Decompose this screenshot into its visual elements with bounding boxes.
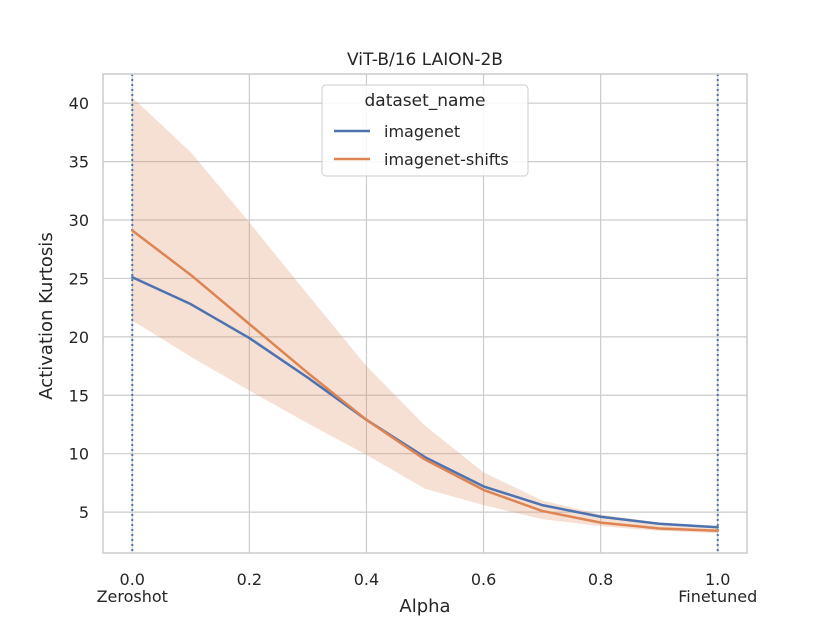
y-tick-label: 15	[69, 386, 89, 405]
legend: dataset_name imagenet imagenet-shifts	[322, 85, 528, 176]
x-tick-label: 0.6	[471, 570, 496, 589]
y-tick-label: 5	[79, 503, 89, 522]
y-tick-label: 30	[69, 211, 89, 230]
x-ticks: 0.0 0.2 0.4 0.6 0.8 1.0	[120, 570, 731, 589]
legend-title: dataset_name	[365, 91, 486, 111]
chart: ViT-B/16 LAION-2B 0.0 0.2 0.4 0.6 0.8 1.0 510…	[0, 0, 830, 623]
y-tick-label: 20	[69, 328, 89, 347]
y-axis-label: Activation Kurtosis	[36, 232, 57, 399]
vline-label-finetuned: Finetuned	[678, 587, 757, 606]
y-tick-label: 25	[69, 269, 89, 288]
legend-label-imagenet: imagenet	[384, 122, 460, 141]
y-tick-label: 40	[69, 94, 89, 113]
vline-label-zeroshot: Zeroshot	[97, 587, 168, 606]
x-tick-label: 0.4	[354, 570, 379, 589]
x-axis-label: Alpha	[399, 596, 450, 617]
x-tick-label: 0.8	[588, 570, 613, 589]
y-tick-label: 10	[69, 445, 89, 464]
x-tick-label: 0.2	[237, 570, 262, 589]
chart-title: ViT-B/16 LAION-2B	[347, 50, 503, 70]
y-ticks: 5 10 15 20 25 30 35 40	[69, 94, 89, 522]
y-tick-label: 35	[69, 153, 89, 172]
legend-label-imagenet-shifts: imagenet-shifts	[384, 150, 509, 169]
